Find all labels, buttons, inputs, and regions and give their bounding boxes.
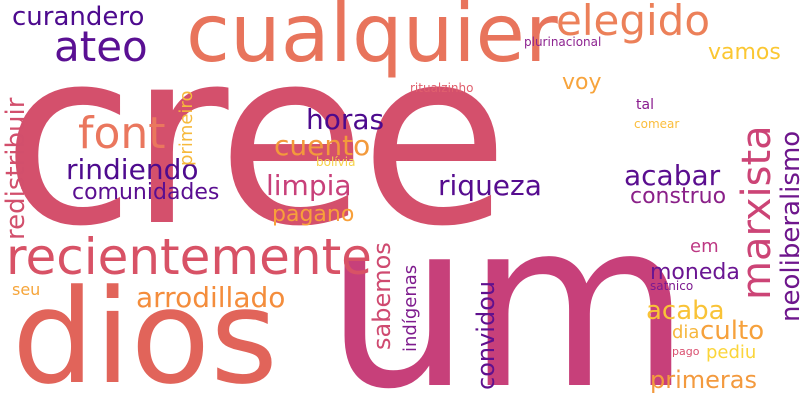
word-plurinacional: plurinacional	[524, 35, 602, 49]
word-primeras: primeras	[650, 366, 757, 394]
word-cuento: cuento	[274, 129, 371, 162]
word-comear: comear	[634, 117, 680, 131]
word-neoliberalismo: neoliberalismo	[776, 130, 800, 322]
word-recientemente: recientemente	[6, 228, 372, 286]
word-voy: voy	[562, 70, 602, 95]
word-cree: cree	[2, 0, 509, 280]
word-curandero: curandero	[12, 2, 145, 32]
word-moneda: moneda	[650, 260, 740, 285]
word-tal: tal	[636, 97, 654, 113]
word-dia: dia	[672, 322, 700, 343]
word-satnico: satnico	[650, 279, 694, 293]
word-construo: construo	[630, 184, 727, 209]
word-rindiendo: rindiendo	[66, 153, 199, 186]
word-acabar: acabar	[624, 159, 721, 192]
word-primeiro: primeiro	[176, 90, 197, 166]
word-redistribuir: redistribuir	[1, 97, 31, 240]
word-pagano: pagano	[272, 202, 355, 227]
word-em: em	[690, 236, 719, 257]
word-dios: dios	[12, 261, 278, 400]
word-ateo: ateo	[54, 22, 148, 71]
word-cualquier: cualquier	[186, 0, 558, 80]
word-sabemos: sabemos	[368, 242, 396, 350]
word-um: um	[325, 173, 691, 400]
word-vamos: vamos	[708, 40, 781, 65]
word-bolivia: bolívia	[316, 155, 356, 169]
word-riqueza: riqueza	[438, 169, 542, 202]
word-elegido: elegido	[556, 0, 711, 45]
word-ritualzinho: ritualzinho	[410, 81, 474, 95]
word-pago: pago	[672, 345, 700, 358]
word-convidou: convidou	[472, 280, 500, 390]
word-arrodillado: arrodillado	[136, 281, 286, 314]
word-acaba: acaba	[646, 296, 725, 326]
word-marxista: marxista	[734, 125, 780, 300]
word-pediu: pediu	[706, 342, 757, 363]
word-comunidades: comunidades	[72, 180, 220, 205]
word-font: font	[78, 108, 166, 159]
word-horas: horas	[306, 103, 385, 136]
word-limpia: limpia	[266, 169, 352, 202]
word-indigenas: indígenas	[400, 264, 421, 352]
word-seu: seu	[12, 280, 41, 299]
word-culto: culto	[700, 316, 765, 346]
